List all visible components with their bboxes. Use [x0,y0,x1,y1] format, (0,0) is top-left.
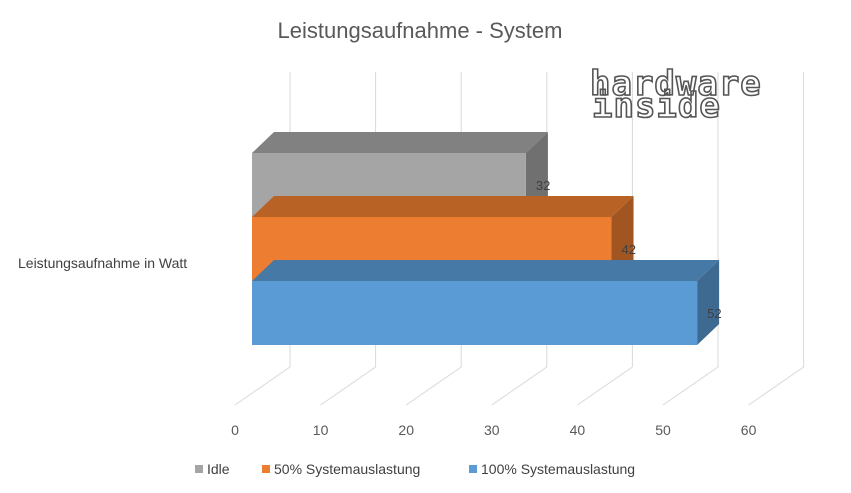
x-tick-label: 20 [398,422,414,438]
bar-3 [252,260,720,345]
legend-item-1: Idle [195,461,230,477]
category-label: Leistungsaufnahme in Watt [18,255,187,271]
watermark-line-2: inside [592,86,721,126]
bars [252,132,720,345]
data-label-2: 42 [622,242,636,257]
floor-gridline-10 [320,366,376,406]
chart-title: Leistungsaufnahme - System [278,18,563,43]
bar-side-face [525,132,548,217]
legend-swatch [262,465,270,473]
legend-item-3: 100% Systemauslastung [469,461,635,477]
x-tick-label: 60 [741,422,757,438]
floor-gridline-50 [662,366,719,406]
x-tick-label: 50 [655,422,671,438]
legend-swatch [469,465,477,473]
bar-side-face [611,196,634,281]
legend-label: 50% Systemauslastung [274,461,420,477]
x-tick-label: 10 [313,422,329,438]
floor-gridline-60 [748,366,804,406]
bar-side-face [697,260,720,345]
x-axis-ticks: 0 10 20 30 40 50 60 [231,422,756,438]
floor-gridline-40 [577,366,633,406]
legend-label: Idle [207,461,230,477]
bar-front-face [252,281,698,345]
floor-gridline-20 [405,366,462,406]
legend-label: 100% Systemauslastung [481,461,635,477]
data-label-1: 32 [536,178,550,193]
data-labels: 32 42 52 [536,178,722,321]
legend-item-2: 50% Systemauslastung [262,461,420,477]
x-tick-label: 40 [570,422,586,438]
bar-top-face [252,132,548,153]
legend: Idle 50% Systemauslastung 100% Systemausla… [195,461,635,477]
x-tick-label: 0 [231,422,239,438]
bar-top-face [252,260,720,281]
floor-gridline-30 [491,366,548,406]
x-tick-label: 30 [484,422,500,438]
legend-swatch [195,465,203,473]
data-label-3: 52 [707,306,721,321]
bar-top-face [252,196,634,217]
floor-gridline-0 [234,366,291,406]
watermark-line-1: hardware [590,64,762,104]
watermark-logo: hardware inside [589,63,762,127]
